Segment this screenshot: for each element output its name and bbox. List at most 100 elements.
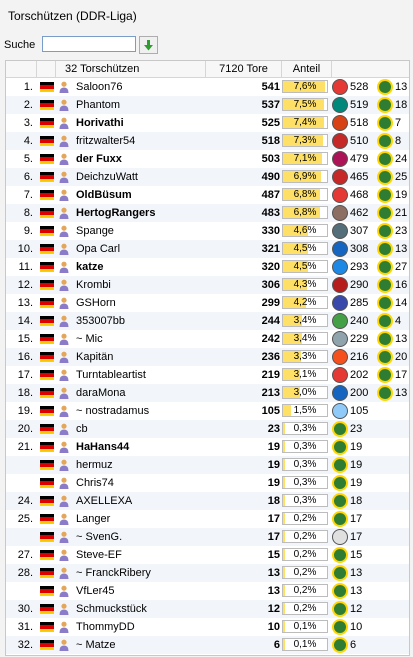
player-name[interactable]: der Fuxx: [76, 153, 122, 165]
club-crest-icon: [332, 511, 348, 527]
share-percent: 0,2%: [293, 531, 317, 542]
player-name[interactable]: OldBüsum: [76, 189, 132, 201]
player-name[interactable]: cb: [76, 423, 88, 435]
club-goals: 25: [395, 171, 408, 183]
player-name[interactable]: ThommyDD: [76, 621, 135, 633]
ddr-flag-icon: [40, 298, 54, 308]
player-name[interactable]: Horivathi: [76, 117, 124, 129]
player-name[interactable]: HertogRangers: [76, 207, 156, 219]
share-percent: 3,4%: [293, 315, 317, 326]
rank-column-header[interactable]: [6, 61, 37, 77]
share-percent: 3,4%: [293, 333, 317, 344]
goals-count: 19: [267, 477, 280, 489]
player-name[interactable]: Turntableartist: [76, 369, 146, 381]
table-row[interactable]: 19. ~ nostradamus 105 1,5% 105: [6, 402, 409, 420]
club-goals: 16: [395, 279, 408, 291]
club-crest-icon: [332, 637, 348, 653]
table-row[interactable]: 15. ~ Mic 242 3,4% 229 13: [6, 330, 409, 348]
table-row[interactable]: 30. Schmuckstück 12 0,2% 12: [6, 600, 409, 618]
player-name[interactable]: Langer: [76, 513, 111, 525]
table-row[interactable]: Chris74 19 0,3% 19: [6, 474, 409, 492]
search-input[interactable]: [42, 36, 136, 52]
club-crest-icon: [332, 187, 348, 203]
player-name[interactable]: Kapitän: [76, 351, 114, 363]
player-name[interactable]: ~ nostradamus: [76, 405, 150, 417]
player-name[interactable]: fritzwalter54: [76, 135, 136, 147]
goals-count: 17: [267, 513, 280, 525]
player-name[interactable]: Phantom: [76, 99, 121, 111]
table-row[interactable]: 8. HertogRangers 483 6,8% 462 21: [6, 204, 409, 222]
share-column-header[interactable]: Anteil: [282, 61, 332, 77]
player-name[interactable]: Krombi: [76, 279, 111, 291]
players-column-header[interactable]: 32 Torschützen: [56, 61, 206, 77]
flag-column-header[interactable]: [37, 61, 56, 77]
ddr-flag-icon: [40, 280, 54, 290]
table-row[interactable]: 13. GSHorn 299 4,2% 285 14: [6, 294, 409, 312]
goals-count: 299: [261, 297, 280, 309]
player-name[interactable]: Spange: [76, 225, 114, 237]
table-row[interactable]: 9. Spange 330 4,6% 307 23: [6, 222, 409, 240]
table-row[interactable]: 28. ~ FranckRibery 13 0,2% 13: [6, 564, 409, 582]
player-name[interactable]: AXELLEXA: [76, 495, 133, 507]
scorers-table[interactable]: 32 Torschützen 7120 Tore Anteil 1. Saloon…: [5, 60, 410, 656]
player-name[interactable]: DeichzuWatt: [76, 171, 138, 183]
goals-column-header[interactable]: 7120 Tore: [206, 61, 282, 77]
table-row[interactable]: 12. Krombi 306 4,3% 290 16: [6, 276, 409, 294]
player-name[interactable]: HaHans44: [76, 441, 130, 453]
player-name[interactable]: ~ SvenG.: [76, 531, 123, 543]
share-bar: 7,3%: [282, 134, 328, 147]
search-button[interactable]: [139, 36, 158, 54]
share-bar: 3,3%: [282, 350, 328, 363]
table-row[interactable]: hermuz 19 0,3% 19: [6, 456, 409, 474]
table-row[interactable]: 16. Kapitän 236 3,3% 216 20: [6, 348, 409, 366]
share-percent: 7,1%: [293, 153, 317, 164]
table-row[interactable]: 7. OldBüsum 487 6,8% 468 19: [6, 186, 409, 204]
table-row[interactable]: VfLer45 13 0,2% 13: [6, 582, 409, 600]
share-bar: 7,6%: [282, 80, 328, 93]
player-name[interactable]: hermuz: [76, 459, 113, 471]
table-row[interactable]: 14. 353007bb 244 3,4% 240 4: [6, 312, 409, 330]
player-name[interactable]: VfLer45: [76, 585, 115, 597]
player-name[interactable]: 353007bb: [76, 315, 125, 327]
player-name[interactable]: Saloon76: [76, 81, 123, 93]
table-row[interactable]: 31. ThommyDD 10 0,1% 10: [6, 618, 409, 636]
table-row[interactable]: 3. Horivathi 525 7,4% 518 7: [6, 114, 409, 132]
table-row[interactable]: 1. Saloon76 541 7,6% 528 13: [6, 78, 409, 96]
player-name[interactable]: GSHorn: [76, 297, 116, 309]
club-goals: 27: [395, 261, 408, 273]
player-name[interactable]: katze: [76, 261, 104, 273]
rank: 12.: [17, 279, 33, 291]
player-name[interactable]: Schmuckstück: [76, 603, 147, 615]
table-row[interactable]: 10. Opa Carl 321 4,5% 308 13: [6, 240, 409, 258]
club-crest-icon: [332, 331, 348, 347]
table-row[interactable]: ~ SvenG. 17 0,2% 17: [6, 528, 409, 546]
table-row[interactable]: 25. Langer 17 0,2% 17: [6, 510, 409, 528]
player-name[interactable]: ~ Mic: [76, 333, 103, 345]
club-crest-icon: [377, 169, 393, 185]
table-row[interactable]: 18. daraMona 213 3,0% 200 13: [6, 384, 409, 402]
ddr-flag-icon: [40, 136, 54, 146]
table-row[interactable]: 17. Turntableartist 219 3,1% 202 17: [6, 366, 409, 384]
player-name[interactable]: Chris74: [76, 477, 114, 489]
club-goals: 285: [350, 297, 369, 309]
table-row[interactable]: 24. AXELLEXA 18 0,3% 18: [6, 492, 409, 510]
table-row[interactable]: 6. DeichzuWatt 490 6,9% 465 25: [6, 168, 409, 186]
window-title: Torschützen (DDR-Liga): [8, 9, 137, 23]
person-icon: [59, 531, 69, 543]
player-name[interactable]: ~ Matze: [76, 639, 116, 651]
player-name[interactable]: ~ FranckRibery: [76, 567, 151, 579]
clubs-column-header[interactable]: [332, 61, 409, 77]
table-row[interactable]: 2. Phantom 537 7,5% 519 18: [6, 96, 409, 114]
rank: 24.: [17, 495, 33, 507]
table-row[interactable]: 20. cb 23 0,3% 23: [6, 420, 409, 438]
player-name[interactable]: Steve-EF: [76, 549, 122, 561]
table-row[interactable]: 11. katze 320 4,5% 293 27: [6, 258, 409, 276]
ddr-flag-icon: [40, 640, 54, 650]
player-name[interactable]: daraMona: [76, 387, 126, 399]
table-row[interactable]: 4. fritzwalter54 518 7,3% 510 8: [6, 132, 409, 150]
table-row[interactable]: 27. Steve-EF 15 0,2% 15: [6, 546, 409, 564]
player-name[interactable]: Opa Carl: [76, 243, 121, 255]
table-row[interactable]: 21. HaHans44 19 0,3% 19: [6, 438, 409, 456]
table-row[interactable]: 5. der Fuxx 503 7,1% 479 24: [6, 150, 409, 168]
table-row[interactable]: 32. ~ Matze 6 0,1% 6: [6, 636, 409, 654]
